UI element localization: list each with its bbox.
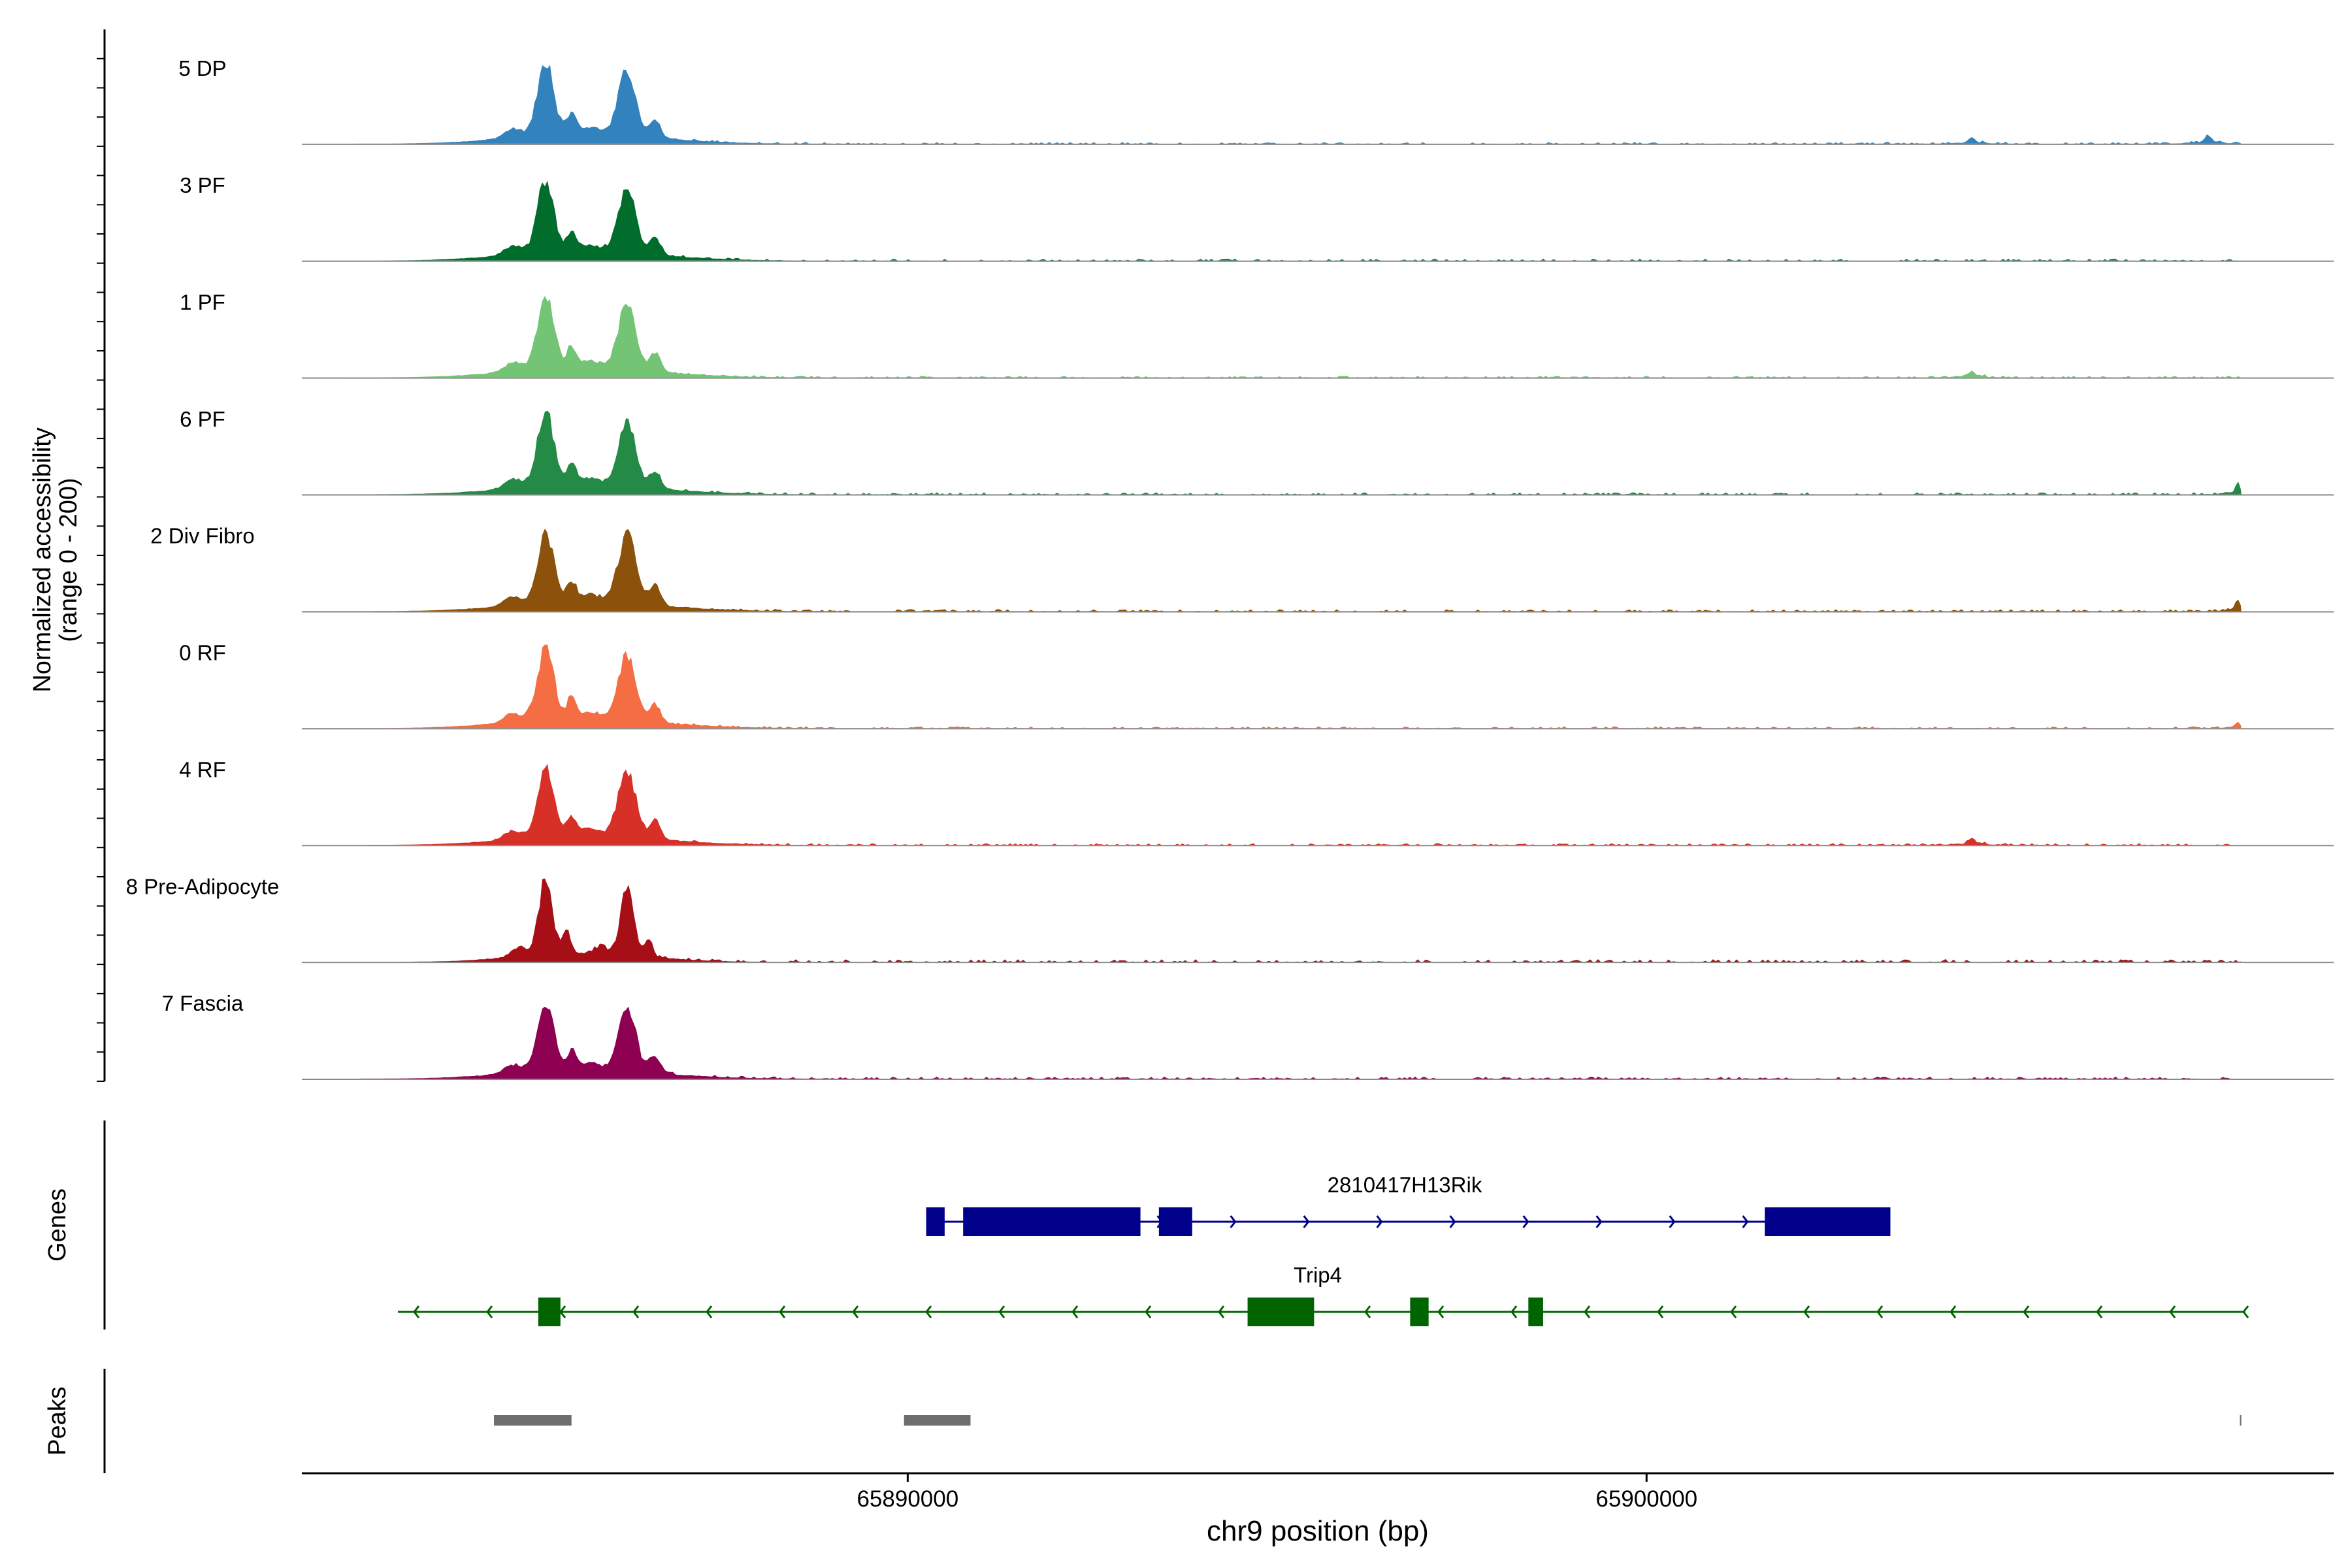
track-label: 8 Pre-Adipocyte [126, 874, 280, 898]
coverage-area [302, 295, 2242, 378]
track-0-rf: 0 RF [179, 641, 2334, 730]
strand-arrow [2169, 1305, 2176, 1318]
gene-exon [963, 1207, 1141, 1236]
strand-arrow [779, 1305, 786, 1318]
track-2-div-fibro: 2 Div Fibro [150, 524, 2334, 613]
strand-arrow [1303, 1215, 1310, 1228]
x-axis-label: chr9 position (bp) [1207, 1515, 1429, 1547]
coverage-area [302, 1006, 2242, 1079]
peak-region [2240, 1415, 2242, 1426]
track-label: 1 PF [180, 290, 225, 314]
peaks-axis-label: Peaks [44, 1386, 71, 1456]
coverage-area [302, 878, 2242, 962]
strand-arrow [1657, 1305, 1664, 1318]
strand-arrow [706, 1305, 713, 1318]
track-label: 6 PF [180, 407, 225, 431]
strand-arrow [1364, 1305, 1371, 1318]
tracks: 5 DP 3 PF 1 PF 6 PF 2 Div Fibro 0 RF 4 RF 8 Pre… [126, 56, 2334, 1080]
strand-arrow [1950, 1305, 1957, 1318]
gene-trip4: Trip4 [398, 1263, 2249, 1326]
coverage-area [302, 65, 2242, 144]
strand-arrow [998, 1305, 1005, 1318]
x-tick-label: 65900000 [1595, 1486, 1697, 1512]
track-8-pre-adipocyte: 8 Pre-Adipocyte [126, 874, 2334, 964]
peak-region [904, 1415, 971, 1426]
coverage-area [302, 644, 2242, 728]
strand-arrow [1669, 1215, 1676, 1228]
coverage-area [302, 180, 2242, 261]
gene-exon [538, 1298, 561, 1326]
strand-arrow [1449, 1215, 1456, 1228]
strand-arrow [413, 1305, 420, 1318]
y-axis-label-line1: Normalized accessibility [29, 427, 56, 692]
y-axis-label-line2: (range 0 - 200) [55, 478, 82, 642]
strand-arrow [1595, 1215, 1603, 1228]
strand-arrow [1730, 1305, 1737, 1318]
track-y-axis [97, 29, 106, 1082]
strand-arrow [1742, 1215, 1749, 1228]
track-label: 4 RF [179, 757, 226, 781]
peak-track [494, 1415, 2242, 1426]
track-1-pf: 1 PF [180, 290, 2334, 379]
gene-exon [1158, 1207, 1192, 1236]
strand-arrow [1522, 1215, 1529, 1228]
gene-name: 2810417H13Rik [1328, 1173, 1482, 1197]
strand-arrow [2242, 1305, 2249, 1318]
strand-arrow [1376, 1215, 1383, 1228]
strand-arrow [1511, 1305, 1518, 1318]
strand-arrow [1803, 1305, 1810, 1318]
gene-exon [926, 1207, 945, 1236]
gene-track: 2810417H13Rik Trip4 [398, 1173, 2249, 1326]
track-label: 5 DP [178, 56, 226, 80]
gene-name: Trip4 [1294, 1263, 1342, 1287]
x-axis-ticks: 65890000 65900000 [857, 1473, 1697, 1512]
track-label: 0 RF [179, 641, 226, 665]
track-label: 7 Fascia [162, 991, 244, 1015]
strand-arrow [852, 1305, 859, 1318]
track-6-pf: 6 PF [180, 407, 2334, 496]
strand-arrow [559, 1305, 566, 1318]
x-tick-label: 65890000 [857, 1486, 958, 1512]
coverage-area [302, 410, 2242, 495]
strand-arrow [925, 1305, 932, 1318]
strand-arrow [1071, 1305, 1079, 1318]
track-7-fascia: 7 Fascia [162, 991, 2334, 1080]
track-3-pf: 3 PF [180, 173, 2334, 262]
track-5-dp: 5 DP [178, 56, 2334, 145]
gene-exon [1765, 1207, 1891, 1236]
strand-arrow [632, 1305, 640, 1318]
strand-arrow [1437, 1305, 1445, 1318]
strand-arrow [1145, 1305, 1152, 1318]
genes-axis-label: Genes [44, 1188, 71, 1262]
strand-arrow [2023, 1305, 2030, 1318]
gene-exon [1247, 1298, 1315, 1326]
strand-arrow [1876, 1305, 1884, 1318]
gene-exon [1410, 1298, 1429, 1326]
coverage-area [302, 764, 2242, 845]
track-label: 3 PF [180, 173, 225, 197]
strand-arrow [486, 1305, 493, 1318]
strand-arrow [2096, 1305, 2103, 1318]
coverage-area [302, 529, 2242, 612]
gene-2810417h13rik: 2810417H13Rik [926, 1173, 1891, 1236]
strand-arrow [1230, 1215, 1237, 1228]
peak-region [494, 1415, 572, 1426]
track-4-rf: 4 RF [179, 757, 2334, 847]
track-label: 2 Div Fibro [150, 524, 255, 548]
gene-exon [1528, 1298, 1543, 1326]
strand-arrow [1218, 1305, 1225, 1318]
strand-arrow [1584, 1305, 1591, 1318]
